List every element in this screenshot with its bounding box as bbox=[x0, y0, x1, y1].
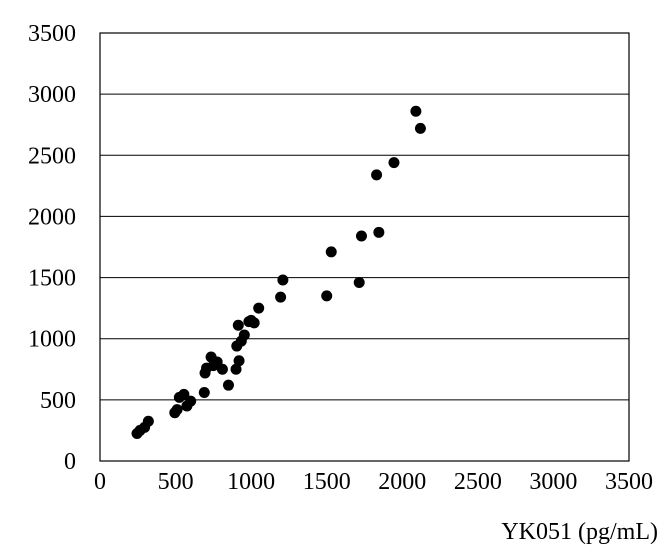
data-point bbox=[353, 276, 365, 288]
data-point bbox=[414, 122, 426, 134]
data-point bbox=[232, 319, 244, 331]
data-point bbox=[238, 329, 250, 341]
data-point bbox=[216, 363, 228, 375]
x-axis-ticks: 0 500 1000 1500 2000 2500 3000 3500 bbox=[94, 469, 653, 495]
x-tick-label: 500 bbox=[158, 469, 194, 495]
y-tick-label: 1000 bbox=[28, 327, 76, 353]
data-point bbox=[198, 387, 210, 399]
data-point bbox=[222, 379, 234, 391]
data-point bbox=[388, 157, 400, 169]
data-point bbox=[371, 169, 383, 181]
data-point bbox=[185, 395, 197, 407]
data-point bbox=[355, 230, 367, 242]
x-tick-label: 1000 bbox=[227, 469, 275, 495]
data-point bbox=[142, 415, 154, 427]
y-tick-label: 500 bbox=[40, 388, 76, 414]
x-tick-label: 2500 bbox=[454, 469, 502, 495]
data-point bbox=[171, 404, 183, 416]
data-point bbox=[321, 290, 333, 302]
x-tick-label: 3000 bbox=[529, 469, 577, 495]
data-point bbox=[230, 363, 242, 375]
data-point bbox=[178, 388, 190, 400]
y-tick-label: 3500 bbox=[28, 21, 76, 47]
data-points bbox=[131, 105, 426, 439]
y-tick-label: 0 bbox=[64, 449, 76, 475]
data-point bbox=[253, 302, 265, 314]
y-tick-label: 2500 bbox=[28, 143, 76, 169]
y-tick-label: 3000 bbox=[28, 82, 76, 108]
x-tick-label: 1500 bbox=[303, 469, 351, 495]
data-point bbox=[373, 226, 385, 238]
x-tick-label: 3500 bbox=[605, 469, 653, 495]
x-tick-label: 2000 bbox=[378, 469, 426, 495]
y-tick-label: 1500 bbox=[28, 266, 76, 292]
data-point bbox=[248, 317, 260, 329]
data-point bbox=[410, 105, 422, 117]
plot-area-frame bbox=[99, 32, 630, 462]
y-axis-ticks: 0 500 1000 1500 2000 2500 3000 3500 bbox=[28, 21, 76, 475]
x-axis-title: YK051 (pg/mL) bbox=[501, 519, 658, 545]
data-point bbox=[233, 355, 245, 367]
data-point bbox=[275, 291, 287, 303]
y-tick-label: 2000 bbox=[28, 204, 76, 230]
data-point bbox=[277, 274, 289, 286]
x-tick-label: 0 bbox=[94, 469, 106, 495]
gridlines bbox=[100, 93, 629, 401]
data-point bbox=[325, 246, 337, 258]
